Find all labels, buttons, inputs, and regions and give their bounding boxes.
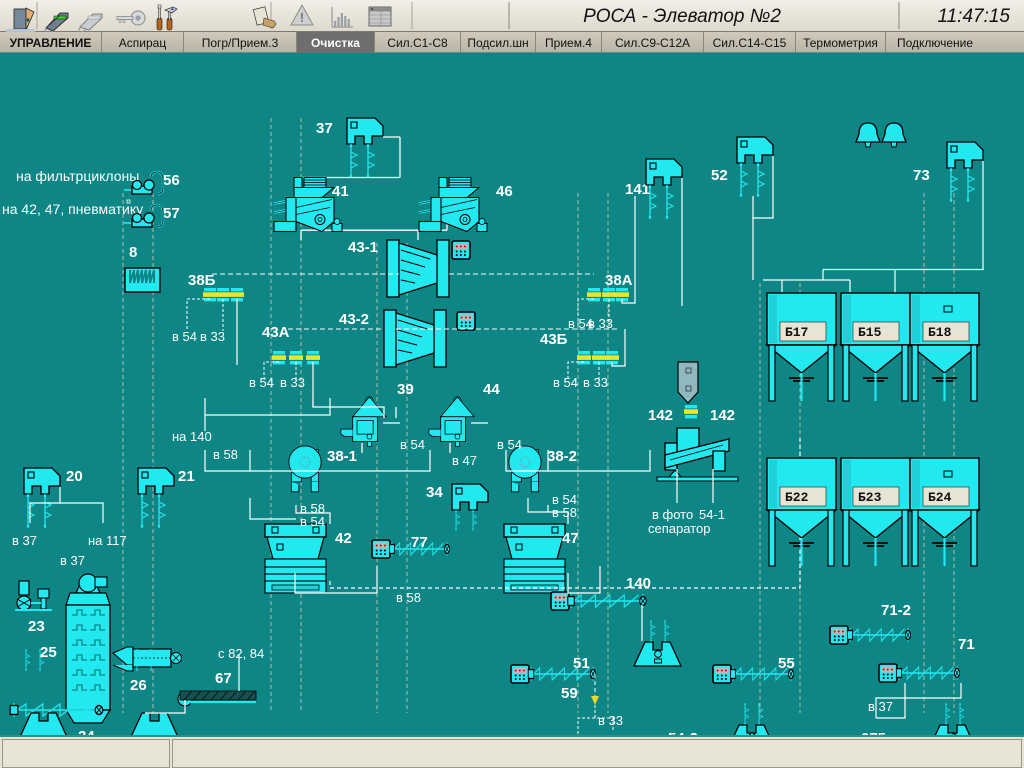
svg-text:25: 25	[40, 644, 57, 661]
svg-text:54-1: 54-1	[699, 507, 725, 522]
svg-text:52: 52	[711, 167, 728, 184]
svg-text:Б17: Б17	[785, 325, 808, 340]
svg-text:43Б: 43Б	[540, 331, 568, 348]
svg-text:67: 67	[215, 670, 232, 687]
svg-text:Б22: Б22	[785, 490, 809, 505]
svg-text:142: 142	[648, 407, 673, 424]
svg-text:140: 140	[626, 575, 651, 592]
svg-text:на 117: на 117	[88, 533, 127, 548]
svg-text:в 54: в 54	[300, 514, 325, 529]
svg-text:23: 23	[28, 618, 45, 635]
svg-text:на 140: на 140	[172, 429, 212, 444]
svg-text:59: 59	[561, 685, 578, 702]
svg-text:в 54: в 54	[172, 329, 197, 344]
svg-text:43-2: 43-2	[339, 311, 369, 328]
svg-text:37: 37	[316, 120, 333, 137]
svg-text:Б24: Б24	[928, 490, 952, 505]
svg-text:в 54: в 54	[400, 437, 425, 452]
svg-text:сепаратор: сепаратор	[648, 521, 710, 536]
svg-text:38Б: 38Б	[188, 272, 216, 289]
svg-text:38A: 38A	[605, 272, 633, 289]
svg-text:в 58: в 58	[396, 590, 421, 605]
svg-text:56: 56	[163, 172, 180, 189]
svg-text:в 33: в 33	[280, 375, 305, 390]
svg-text:в 33: в 33	[598, 713, 623, 728]
svg-text:8: 8	[129, 244, 137, 261]
svg-text:77: 77	[411, 534, 428, 551]
svg-text:21: 21	[178, 468, 195, 485]
svg-text:38-2: 38-2	[547, 448, 577, 465]
svg-text:в 54: в 54	[497, 437, 522, 452]
svg-text:в 33: в 33	[583, 375, 608, 390]
svg-text:с 82, 84: с 82, 84	[218, 646, 264, 661]
svg-text:Б23: Б23	[858, 490, 882, 505]
svg-text:в 58: в 58	[213, 447, 238, 462]
svg-text:71-2: 71-2	[881, 602, 911, 619]
svg-text:24: 24	[78, 728, 95, 735]
svg-text:в 33: в 33	[200, 329, 225, 344]
svg-text:Б18: Б18	[928, 325, 952, 340]
svg-text:71: 71	[958, 636, 975, 653]
svg-text:Б15: Б15	[858, 325, 882, 340]
svg-text:в 54: в 54	[249, 375, 274, 390]
svg-text:в фото: в фото	[652, 507, 693, 522]
svg-text:20: 20	[66, 468, 83, 485]
svg-text:42: 42	[335, 530, 352, 547]
svg-text:44: 44	[483, 381, 500, 398]
svg-text:39: 39	[397, 381, 414, 398]
svg-text:43A: 43A	[262, 324, 290, 341]
svg-text:на 42, 47, пневматику: на 42, 47, пневматику	[2, 201, 143, 217]
svg-text:в 47: в 47	[452, 453, 477, 468]
svg-text:в 33: в 33	[588, 316, 613, 331]
svg-text:в 58: в 58	[552, 505, 577, 520]
svg-text:43-1: 43-1	[348, 239, 378, 256]
svg-text:57: 57	[163, 205, 180, 222]
svg-text:на фильтрциклоны: на фильтрциклоны	[16, 168, 139, 184]
svg-text:в 37: в 37	[868, 699, 893, 714]
svg-text:46: 46	[496, 183, 513, 200]
svg-text:в 37: в 37	[60, 553, 85, 568]
svg-text:142: 142	[710, 407, 735, 424]
svg-text:!: !	[300, 10, 304, 25]
svg-text:в 37: в 37	[12, 533, 37, 548]
svg-text:73: 73	[913, 167, 930, 184]
svg-text:47: 47	[562, 530, 579, 547]
svg-text:55: 55	[778, 655, 795, 672]
svg-text:26: 26	[130, 677, 147, 694]
svg-text:34: 34	[426, 484, 443, 501]
svg-text:51: 51	[573, 655, 590, 672]
svg-text:в 54: в 54	[553, 375, 578, 390]
svg-text:38-1: 38-1	[327, 448, 357, 465]
